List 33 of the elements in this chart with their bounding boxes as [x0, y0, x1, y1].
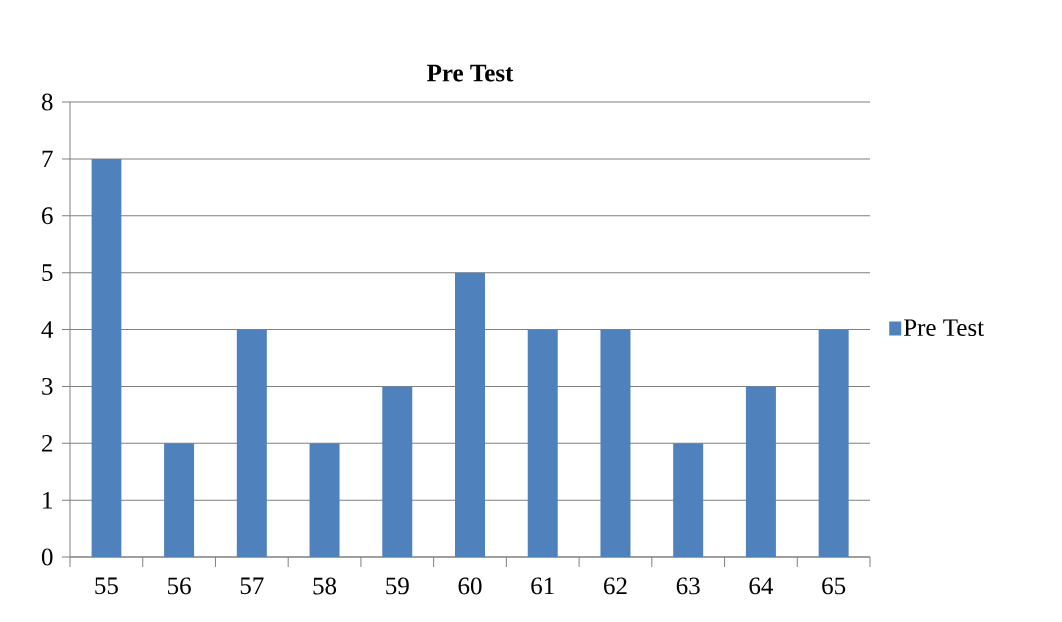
x-tick-label: 62 [604, 577, 627, 595]
x-tick-label: 61 [531, 577, 554, 595]
bar [382, 386, 413, 557]
bar [91, 158, 122, 557]
bar [818, 329, 849, 557]
x-tick-label: 57 [240, 577, 264, 595]
y-tick-label: 7 [42, 150, 53, 168]
x-tick-label: 65 [822, 577, 846, 595]
legend-label: Pre Test [903, 319, 984, 337]
bar [673, 443, 704, 557]
y-tick-label: 4 [41, 321, 54, 338]
y-tick-label: 8 [41, 93, 53, 111]
y-tick-label: 6 [42, 207, 53, 225]
bar [600, 329, 631, 557]
x-tick-label: 60 [458, 577, 482, 595]
bar [527, 329, 558, 557]
chart-title: Pre Test [427, 64, 514, 82]
x-tick-label: 56 [168, 577, 191, 595]
y-tick-label: 1 [43, 491, 52, 509]
x-tick-label: 64 [749, 577, 774, 595]
bar [309, 443, 340, 557]
x-tick-label: 58 [313, 577, 337, 595]
bar [745, 386, 776, 557]
y-tick-label: 0 [41, 548, 53, 566]
y-tick-label: 2 [42, 434, 53, 452]
bar [455, 272, 486, 557]
bar [164, 443, 195, 557]
bar [236, 329, 267, 557]
x-tick-label: 59 [386, 577, 409, 595]
x-tick-label: 55 [95, 577, 118, 595]
x-tick-label: 63 [676, 577, 700, 595]
y-tick-label: 3 [42, 377, 53, 395]
y-tick-label: 5 [42, 264, 53, 281]
